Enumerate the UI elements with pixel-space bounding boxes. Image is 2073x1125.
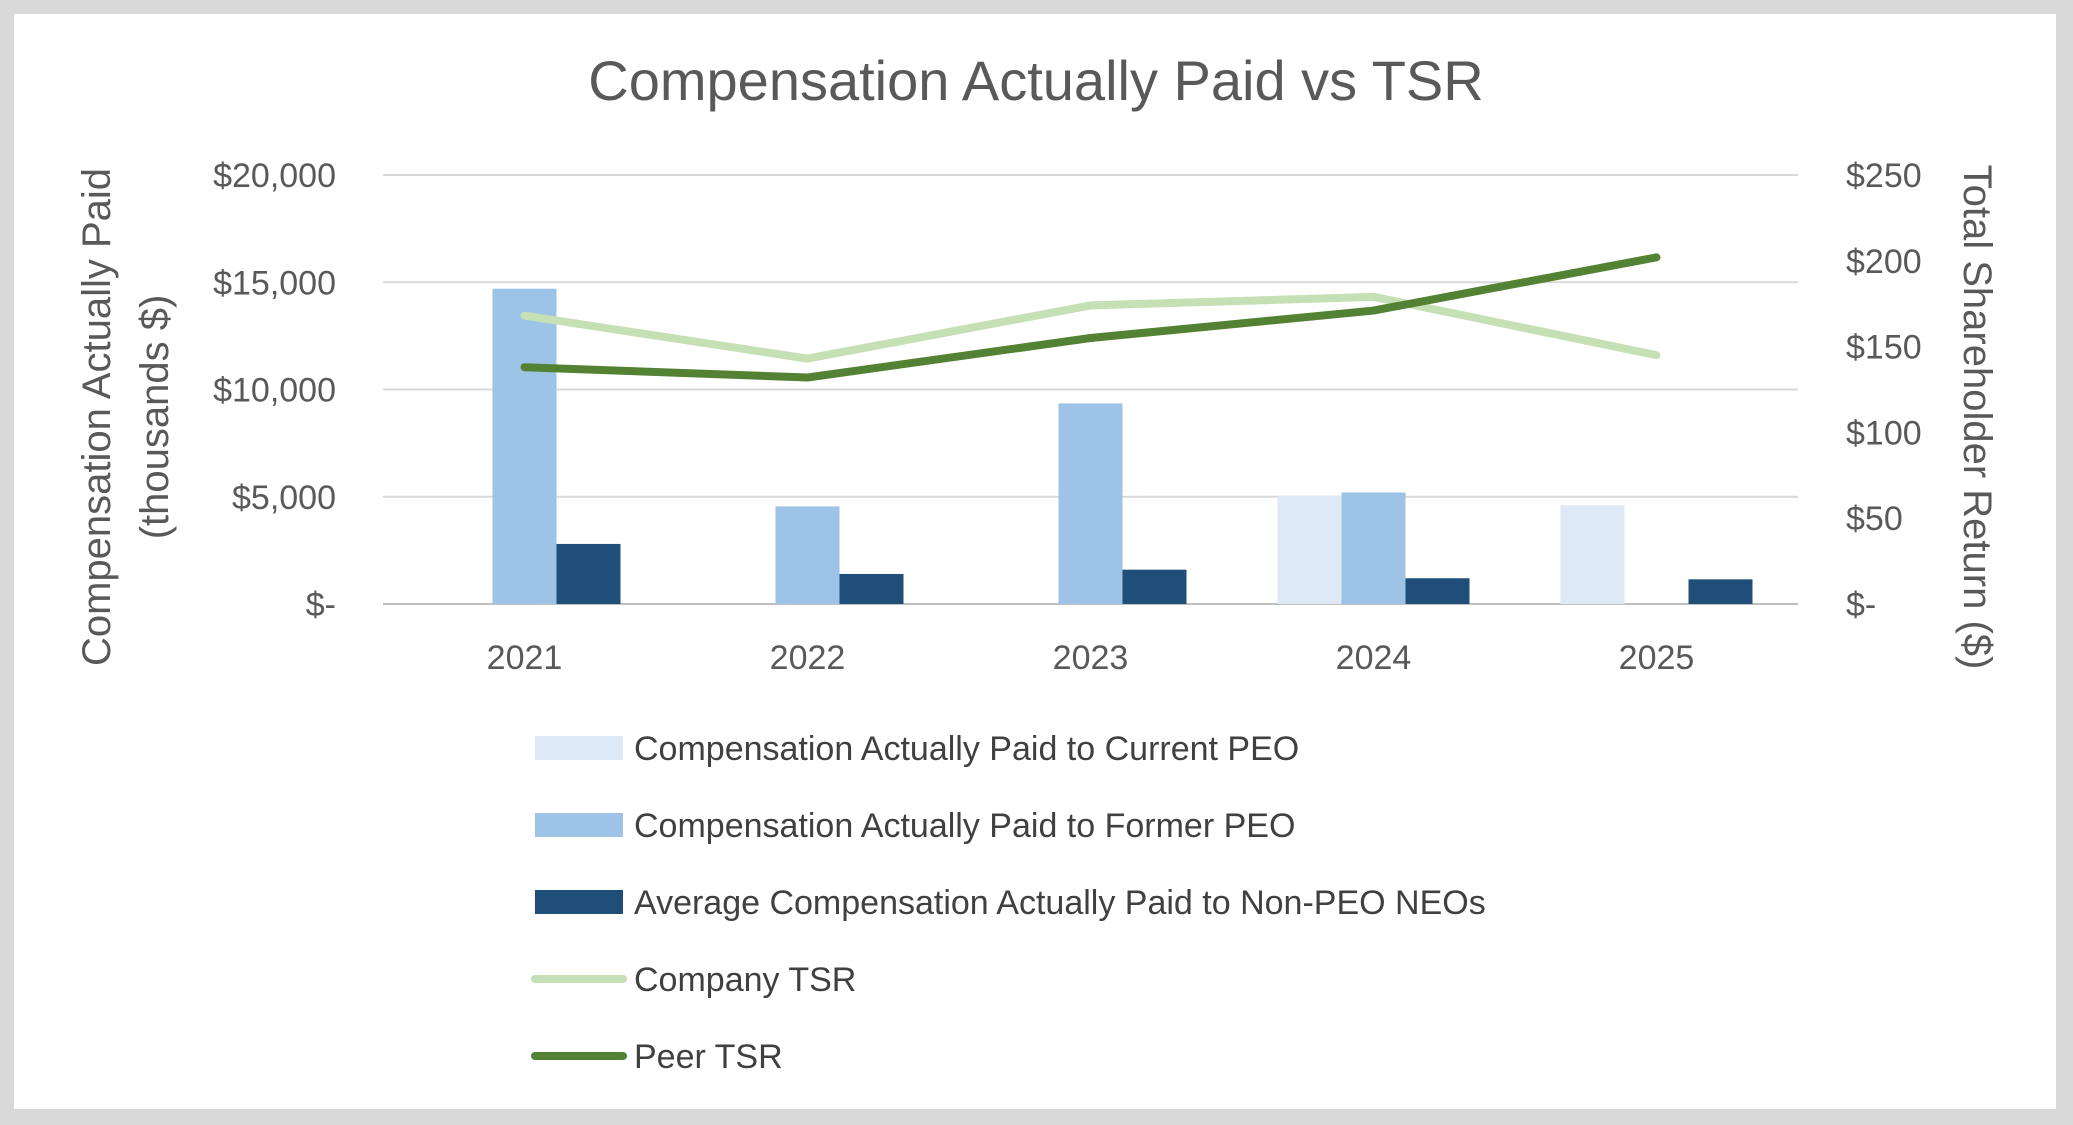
bar (1122, 569, 1187, 604)
legend-label: Company TSR (634, 961, 856, 999)
left-axis-title-line2: (thousands $) (133, 295, 177, 540)
left-tick-label: $10,000 (213, 372, 336, 410)
x-tick-label: 2025 (1619, 639, 1695, 677)
bar (492, 288, 557, 604)
bar (1560, 505, 1625, 604)
legend-swatch (535, 890, 623, 914)
right-tick-label: $150 (1846, 329, 1922, 367)
legend-label: Compensation Actually Paid to Former PEO (634, 807, 1295, 845)
right-tick-label: $250 (1846, 157, 1922, 195)
left-axis-title-line1: Compensation Actually Paid (75, 168, 119, 666)
legend-label: Peer TSR (634, 1038, 783, 1076)
legend-label: Compensation Actually Paid to Current PE… (634, 730, 1299, 768)
left-tick-label: $- (306, 586, 336, 624)
left-tick-label: $20,000 (213, 157, 336, 195)
right-axis-title: Total Shareholder Return ($) (1955, 165, 1999, 670)
x-axis-ticks: 2021 2022 2023 2024 2025 (487, 639, 1695, 677)
left-tick-label: $15,000 (213, 264, 336, 302)
bar (775, 506, 840, 604)
left-tick-label: $5,000 (232, 479, 336, 517)
right-tick-label: $- (1846, 586, 1876, 624)
legend-swatch (535, 813, 623, 837)
bar (1341, 492, 1406, 604)
right-tick-label: $200 (1846, 243, 1922, 281)
legend-label: Average Compensation Actually Paid to No… (634, 884, 1486, 922)
bar (556, 543, 621, 604)
series-line (520, 253, 1661, 382)
chart-title: Compensation Actually Paid vs TSR (588, 49, 1483, 112)
bar (1058, 403, 1123, 604)
bar (1277, 495, 1342, 604)
legend: Compensation Actually Paid to Current PE… (531, 730, 1486, 1076)
bars (492, 288, 1753, 604)
x-tick-label: 2023 (1053, 639, 1129, 677)
bar (1688, 579, 1753, 604)
right-tick-label: $100 (1846, 414, 1922, 452)
right-axis-ticks: $- $50 $100 $150 $200 $250 (1846, 157, 1922, 624)
x-tick-label: 2022 (770, 639, 846, 677)
x-tick-label: 2024 (1336, 639, 1412, 677)
lines (520, 253, 1661, 382)
legend-swatch (535, 736, 623, 760)
bar (1405, 578, 1470, 604)
chart-frame (14, 14, 2056, 1109)
right-tick-label: $50 (1846, 500, 1903, 538)
bar (839, 573, 904, 604)
left-axis-ticks: $- $5,000 $10,000 $15,000 $20,000 (213, 157, 336, 624)
series-line (520, 292, 1661, 363)
x-tick-label: 2021 (487, 639, 563, 677)
